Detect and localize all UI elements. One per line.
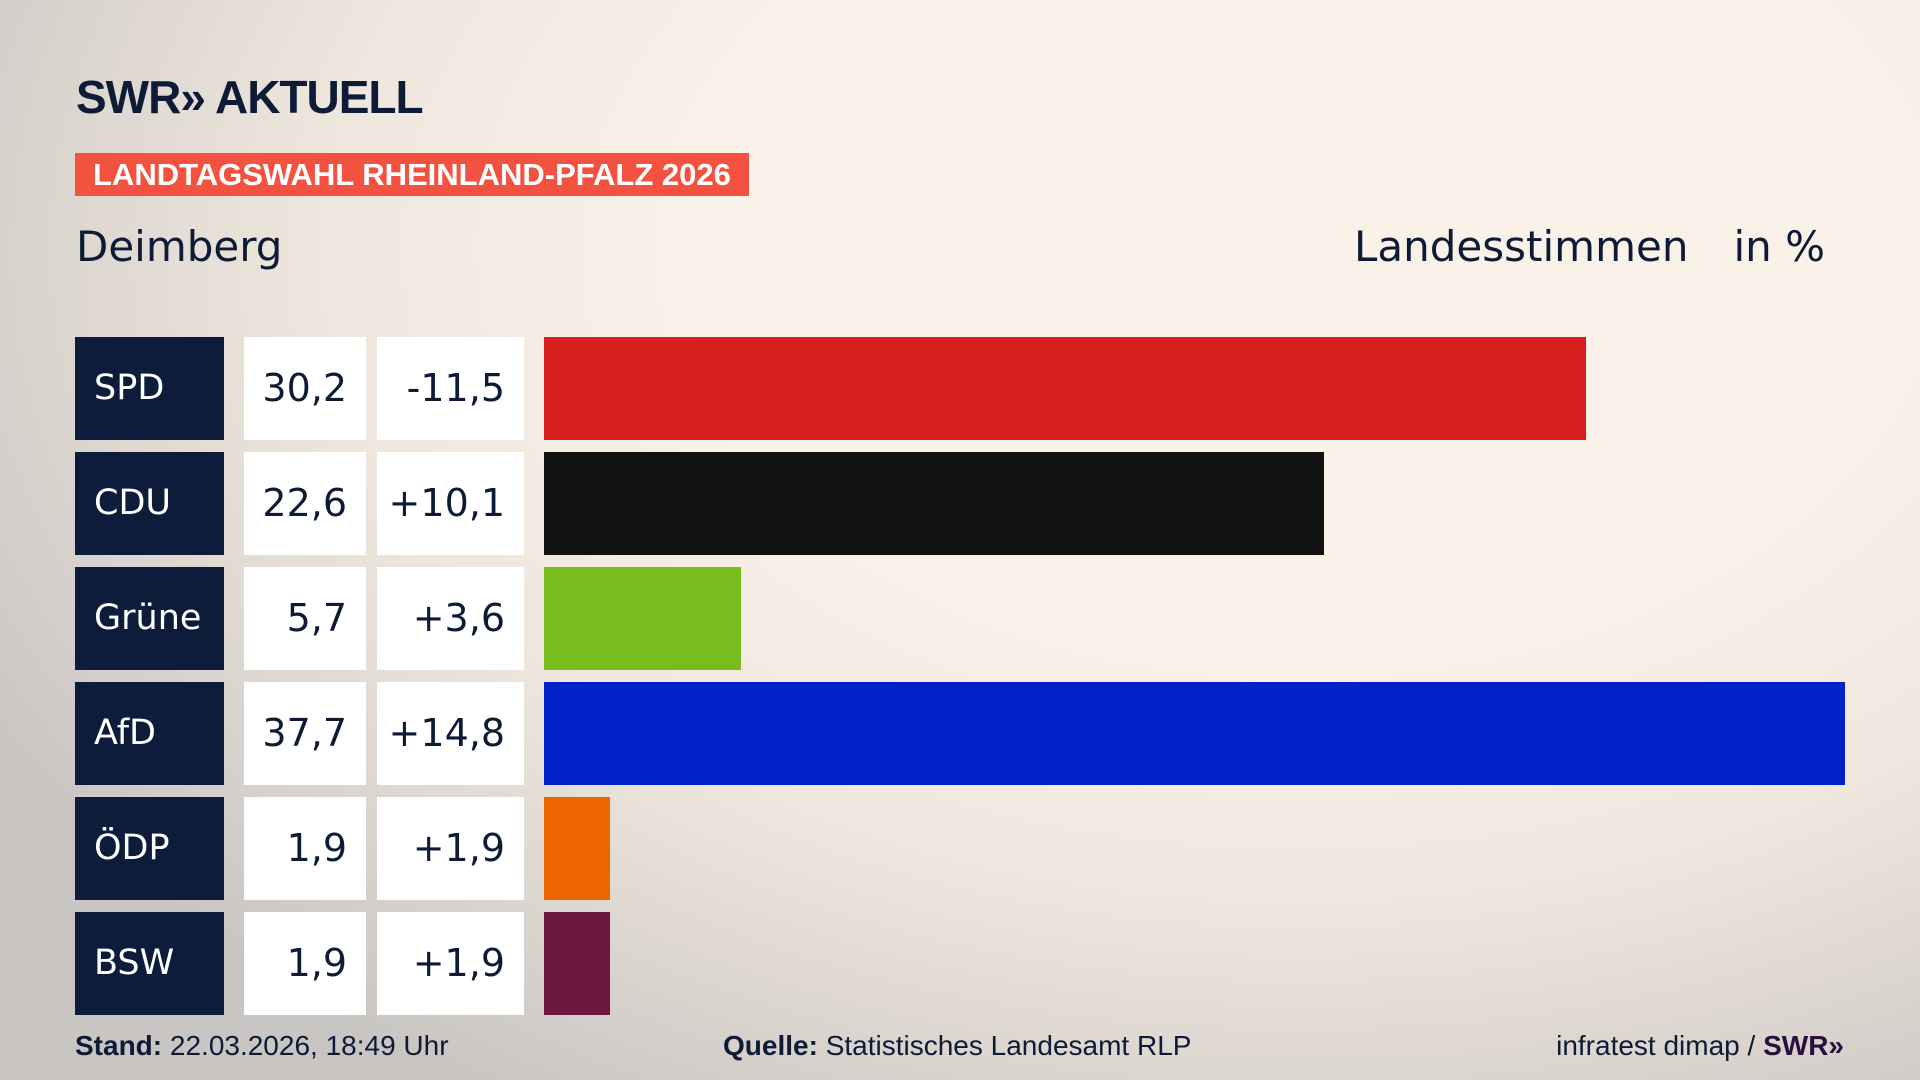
diff-label: +1,9	[377, 797, 524, 900]
value-label: 30,2	[244, 337, 366, 440]
metric-label: Landesstimmen	[1354, 222, 1689, 271]
bar-BSW	[544, 912, 610, 1015]
election-banner: LANDTAGSWAHL RHEINLAND-PFALZ 2026	[75, 153, 749, 196]
party-label: BSW	[75, 912, 224, 1015]
diff-label: -11,5	[377, 337, 524, 440]
source: Quelle: Statistisches Landesamt RLP	[723, 1030, 1191, 1062]
diff-label: +14,8	[377, 682, 524, 785]
value-label: 5,7	[244, 567, 366, 670]
stand-label: Stand:	[75, 1030, 163, 1061]
bar-Grüne	[544, 567, 741, 670]
stand-value: 22.03.2026, 18:49 Uhr	[169, 1030, 449, 1061]
diff-label: +3,6	[377, 567, 524, 670]
value-label: 1,9	[244, 797, 366, 900]
party-label: Grüne	[75, 567, 224, 670]
diff-label: +10,1	[377, 452, 524, 555]
value-label: 37,7	[244, 682, 366, 785]
value-label: 22,6	[244, 452, 366, 555]
diff-label: +1,9	[377, 912, 524, 1015]
timestamp: Stand: 22.03.2026, 18:49 Uhr	[75, 1030, 449, 1062]
party-label: SPD	[75, 337, 224, 440]
quelle-value: Statistisches Landesamt RLP	[825, 1030, 1192, 1061]
party-label: AfD	[75, 682, 224, 785]
credit: infratest dimap / SWR»	[1556, 1030, 1844, 1062]
value-label: 1,9	[244, 912, 366, 1015]
credit-text: infratest dimap /	[1556, 1030, 1764, 1061]
quelle-label: Quelle:	[723, 1030, 818, 1061]
unit-label: in %	[1733, 222, 1825, 271]
bar-SPD	[544, 337, 1587, 440]
place-title: Deimberg	[76, 222, 283, 271]
swr-logo: SWR»	[1763, 1030, 1844, 1061]
party-label: ÖDP	[75, 797, 224, 900]
party-label: CDU	[75, 452, 224, 555]
bar-AfD	[544, 682, 1845, 785]
bar-ÖDP	[544, 797, 610, 900]
bar-CDU	[544, 452, 1324, 555]
swr-aktuell-logo: SWR» AKTUELL	[76, 71, 424, 123]
